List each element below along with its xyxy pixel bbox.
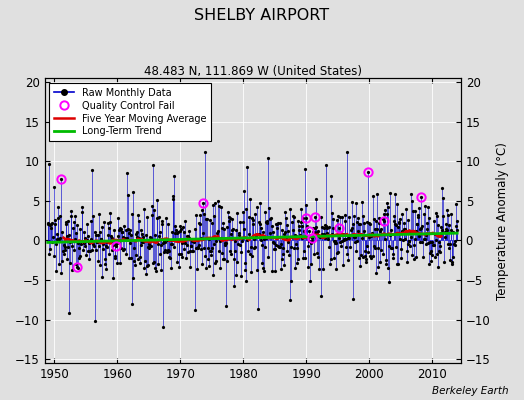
Y-axis label: Temperature Anomaly (°C): Temperature Anomaly (°C)	[496, 142, 509, 300]
Text: Berkeley Earth: Berkeley Earth	[432, 386, 508, 396]
Text: SHELBY AIRPORT: SHELBY AIRPORT	[194, 8, 330, 23]
Legend: Raw Monthly Data, Quality Control Fail, Five Year Moving Average, Long-Term Tren: Raw Monthly Data, Quality Control Fail, …	[49, 83, 211, 141]
Title: 48.483 N, 111.869 W (United States): 48.483 N, 111.869 W (United States)	[144, 65, 362, 78]
